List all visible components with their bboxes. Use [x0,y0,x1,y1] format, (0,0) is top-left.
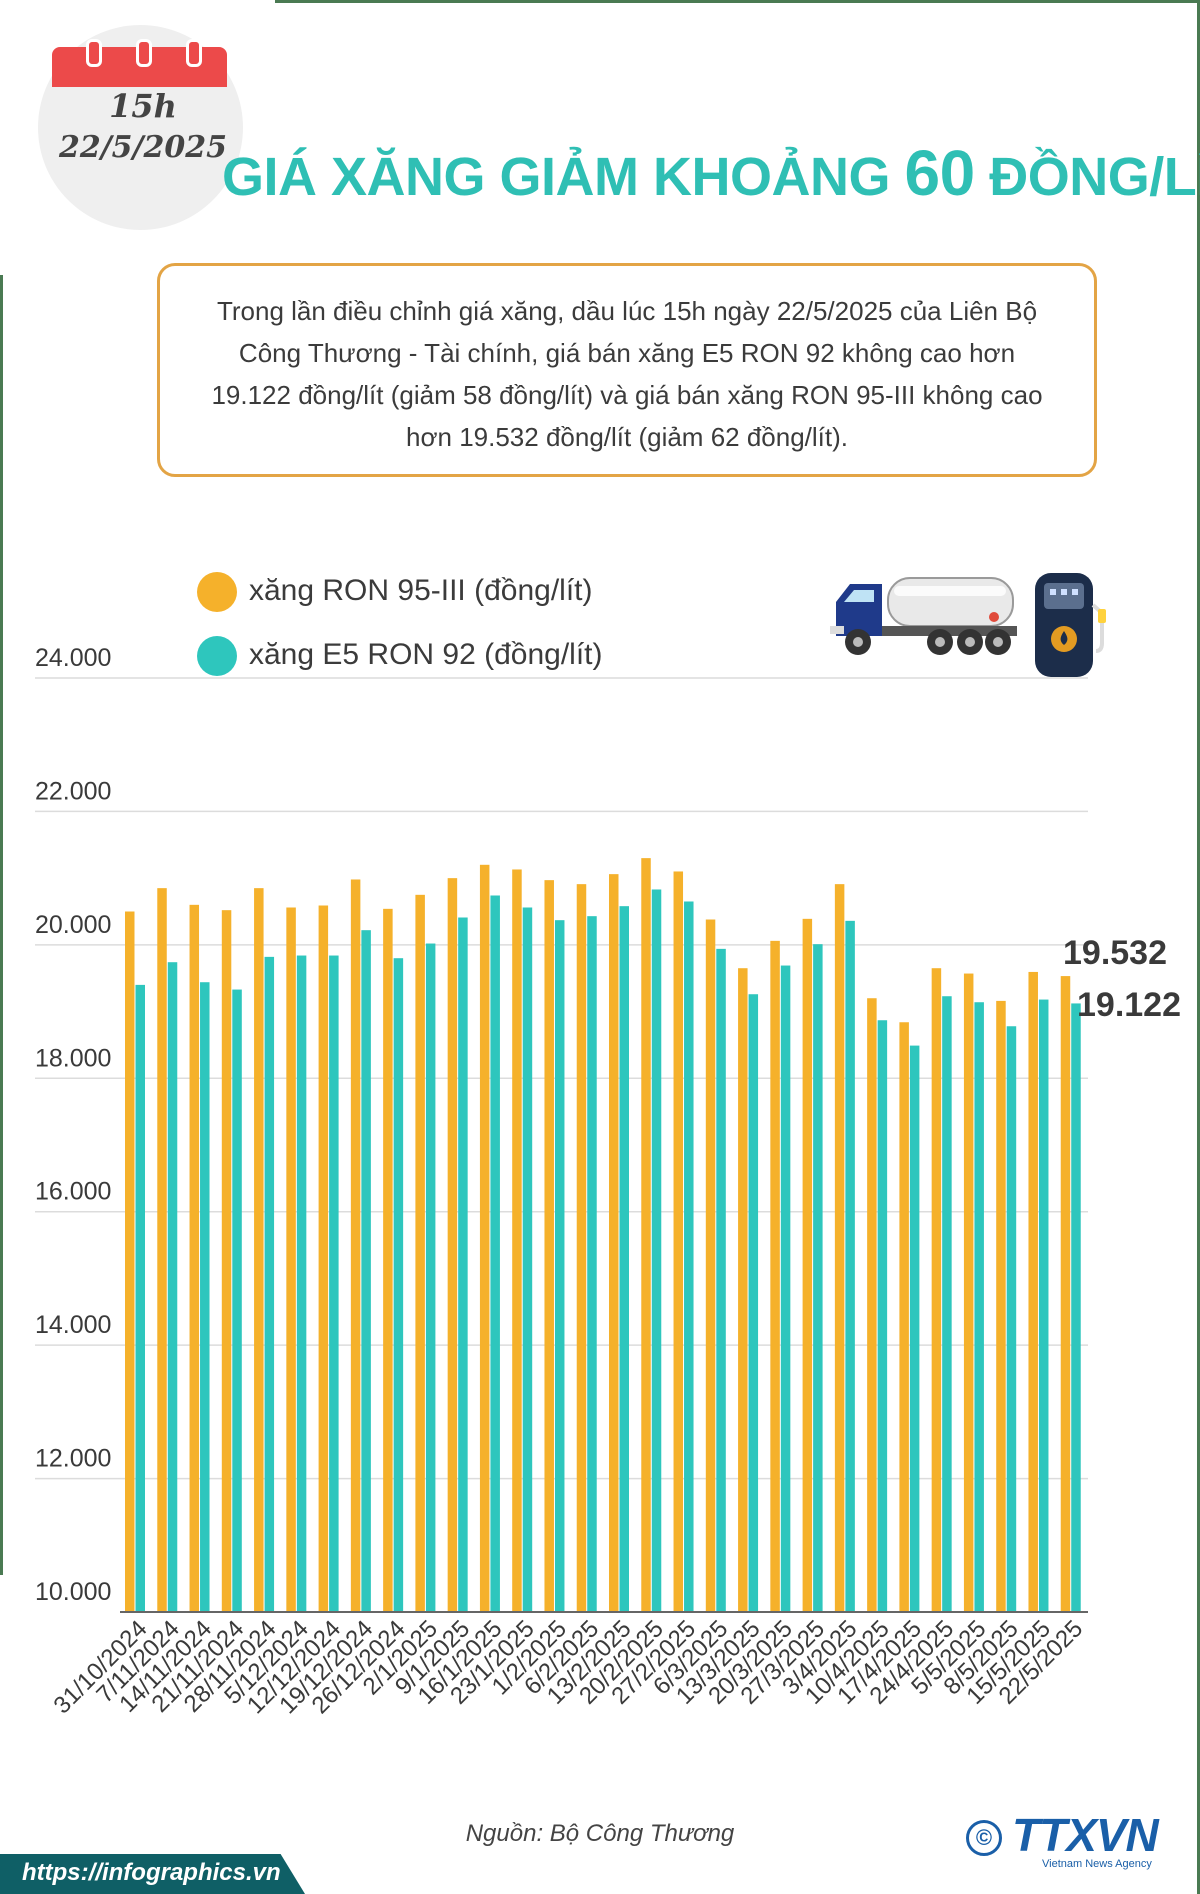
bar-ron95 [931,968,942,1612]
bar-ron95 [802,918,813,1612]
value-label-ron95: 19.532 [1063,934,1167,972]
fuel-pump-icon [1035,573,1106,677]
bar-ron95 [641,858,651,1612]
bar-ron95 [996,1000,1006,1612]
y-tick-label: 22.000 [35,777,111,805]
footer-url-bar [0,1854,305,1894]
bar-e5 [684,901,694,1612]
bar-e5 [554,920,565,1612]
bar-e5 [296,955,307,1612]
frame-left-line [0,275,3,1575]
chart-tick-labels: 10.000 12.000 14.000 16.000 18.000 20.000 22.0… [35,644,1088,1719]
infographics-link[interactable]: https://infographics.vn [22,1859,281,1886]
legend-swatch-e5 [197,636,237,676]
bar-e5 [1006,1026,1017,1612]
bar-e5 [167,962,178,1612]
bar-e5 [425,943,436,1612]
y-tick-label: 10.000 [35,1578,111,1606]
bar-ron95 [867,998,877,1612]
bar-ron95 [673,871,684,1612]
bar-e5 [716,948,726,1612]
bar-e5 [393,958,404,1612]
bar-ron95 [512,869,522,1612]
page-title: GIÁ XĂNG GIẢM KHOẢNG 60 ĐỒNG/LÍT [222,136,1200,210]
bar-e5 [522,907,533,1612]
bar-ron95 [1060,976,1071,1612]
bar-e5 [845,920,855,1612]
bar-ron95 [834,884,845,1612]
y-tick-label: 24.000 [35,644,111,672]
bar-e5 [974,1002,984,1612]
calendar-icon: 15h 22/5/2025 [38,25,248,230]
bar-ron95 [899,1022,909,1612]
bar-e5 [813,944,823,1612]
legend-label-e5: xăng E5 RON 92 (đồng/lít) [249,638,603,671]
y-tick-label: 14.000 [35,1311,111,1339]
legend-swatch-ron95 [197,572,237,612]
bar-e5 [329,955,339,1612]
bar-ron95 [609,874,619,1612]
bar-e5 [458,917,468,1612]
legend-label-ron95: xăng RON 95-III (đồng/lít) [249,574,593,607]
tanker-truck-icon [830,577,1017,655]
bar-e5 [651,889,662,1612]
bar-ron95 [479,864,490,1612]
bar-e5 [1038,999,1049,1612]
bar-e5 [361,930,371,1612]
bar-e5 [780,965,791,1612]
bar-ron95 [770,940,780,1612]
title-prefix: GIÁ XĂNG GIẢM KHOẢNG [222,147,891,207]
frame-right-line [1197,0,1200,1894]
bar-e5 [587,916,597,1612]
update-time: 15h [109,87,177,125]
bar-ron95 [415,894,425,1612]
y-tick-label: 12.000 [35,1445,111,1473]
bar-e5 [135,984,145,1612]
bar-ron95 [544,880,554,1612]
bar-ron95 [1028,971,1038,1612]
chart-bars [125,858,1081,1612]
bar-ron95 [350,879,361,1612]
bar-e5 [748,994,759,1612]
bar-e5 [619,906,629,1612]
source-note: Nguồn: Bộ Công Thương [465,1820,735,1847]
bar-ron95 [963,973,974,1612]
bar-ron95 [576,884,587,1612]
bar-ron95 [705,919,716,1612]
bar-e5 [877,1020,888,1612]
bar-ron95 [125,911,135,1612]
copyright-icon: © [966,1820,1002,1856]
bar-e5 [909,1045,920,1612]
frame-top-line [275,0,1200,3]
ttxvn-logo-subtitle: Vietnam News Agency [1042,1858,1152,1870]
y-tick-label: 18.000 [35,1044,111,1072]
ttxvn-logo: TTXVN [1012,1809,1159,1861]
bar-ron95 [383,908,393,1612]
intro-text-box: Trong lần điều chỉnh giá xăng, dầu lúc 1… [157,263,1097,477]
title-number: 60 [904,137,976,209]
bar-chart: 10.000 12.000 14.000 16.000 18.000 20.000 22.0… [35,644,1181,1719]
y-tick-label: 20.000 [35,911,111,939]
bar-ron95 [286,907,296,1612]
bar-ron95 [157,888,167,1612]
bar-e5 [232,989,242,1612]
value-label-e5: 19.122 [1077,986,1181,1024]
bar-ron95 [738,968,748,1612]
title-suffix: ĐỒNG/LÍT [989,147,1200,207]
update-date: 22/5/2025 [58,130,228,165]
bar-e5 [264,956,275,1612]
bar-e5 [490,895,500,1612]
bar-e5 [942,996,952,1612]
bar-ron95 [221,910,232,1612]
bar-ron95 [189,904,200,1612]
bar-ron95 [318,905,329,1612]
bar-ron95 [254,888,264,1612]
bar-e5 [1071,1003,1081,1612]
y-tick-label: 16.000 [35,1178,111,1206]
bar-ron95 [447,878,458,1612]
bar-e5 [200,982,210,1612]
